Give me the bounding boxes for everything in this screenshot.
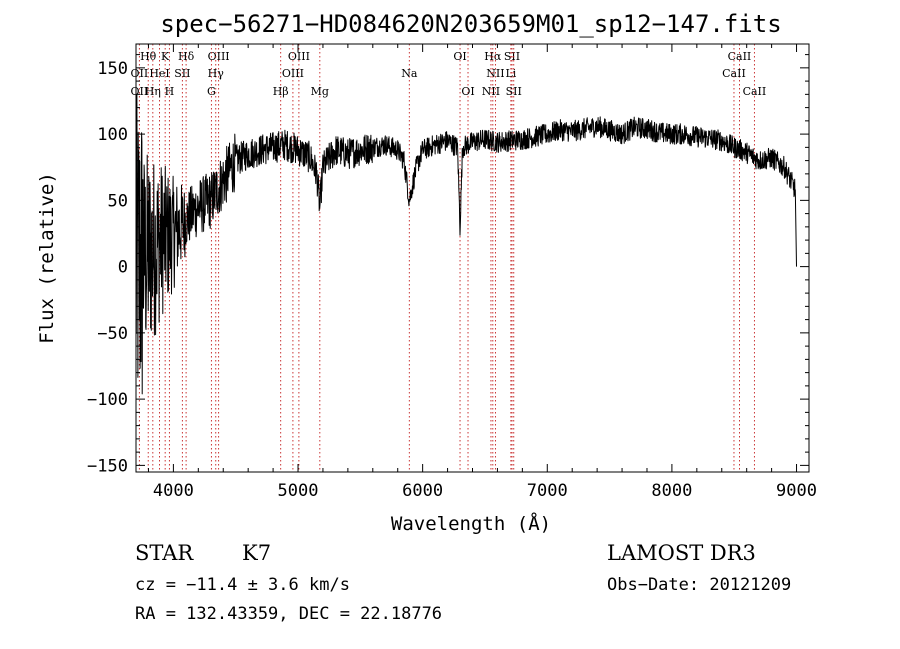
- line-marker-label: NII: [482, 85, 500, 98]
- line-marker-label: Hγ: [208, 67, 225, 80]
- line-marker-label: OIII: [288, 50, 310, 63]
- x-tick-label: 9000: [776, 481, 817, 501]
- y-tick-label: −150: [87, 456, 128, 476]
- info-footer: STAR K7 cz = −11.4 ± 3.6 km/s RA = 132.4…: [135, 541, 791, 624]
- object-class: STAR: [135, 541, 194, 565]
- survey-name: LAMOST DR3: [607, 541, 756, 565]
- line-marker-label: OII: [131, 67, 149, 80]
- line-marker-label: Li: [505, 67, 516, 80]
- y-tick-label: 150: [97, 59, 128, 79]
- plot-frame: [135, 43, 810, 473]
- y-tick-label: −100: [87, 390, 128, 410]
- object-subclass: K7: [242, 541, 271, 565]
- x-tick-label: 8000: [651, 481, 692, 501]
- line-marker-label: CaII: [722, 67, 746, 80]
- line-marker-label: OI: [453, 50, 466, 63]
- line-marker-label: G: [207, 85, 216, 98]
- x-axis-label: Wavelength (Å): [391, 512, 551, 535]
- y-tick-label: −50: [97, 324, 128, 344]
- redshift-text: cz = −11.4 ± 3.6 km/s: [135, 575, 350, 595]
- line-marker-label: SII: [506, 85, 522, 98]
- line-marker-label: Hα: [484, 50, 502, 63]
- x-tick-label: 5000: [278, 481, 319, 501]
- line-marker-label: H: [165, 85, 175, 98]
- y-tick-label: 50: [108, 191, 128, 211]
- x-tick-label: 6000: [402, 481, 443, 501]
- line-marker-label: Mg: [311, 85, 329, 98]
- line-marker-label: OII: [131, 85, 149, 98]
- line-marker-label: K: [161, 50, 170, 63]
- line-marker-label: SII: [174, 67, 190, 80]
- line-marker-label: Hη: [145, 85, 161, 98]
- spectrum-layer: [135, 94, 797, 395]
- line-marker-label: CaII: [728, 50, 752, 63]
- line-marker-label: SII: [504, 50, 520, 63]
- line-marker-label: Hβ: [273, 85, 289, 98]
- y-axis-label: Flux (relative): [36, 172, 58, 344]
- y-tick-label: 100: [97, 125, 128, 145]
- line-marker-label: Hδ: [178, 50, 195, 63]
- line-marker-label: OI: [461, 85, 474, 98]
- x-axis: 4000 5000 6000 7000 8000 9000: [147, 44, 817, 501]
- x-tick-label: 7000: [527, 481, 568, 501]
- line-marker-label: HeI: [149, 67, 169, 80]
- line-marker-label: OIII: [208, 50, 230, 63]
- x-tick-label: 4000: [153, 481, 194, 501]
- coordinates-text: RA = 132.43359, DEC = 22.18776: [135, 604, 442, 624]
- chart-title: spec−56271−HD084620N203659M01_sp12−147.f…: [160, 10, 781, 38]
- line-marker-label: CaII: [743, 85, 767, 98]
- y-tick-label: 0: [118, 258, 128, 278]
- line-marker-label: Na: [401, 67, 418, 80]
- spectrum-series-line: [135, 94, 797, 395]
- line-marker-label: Hθ: [140, 50, 157, 63]
- y-axis: −150 −100 −50 0 50 100 150: [87, 54, 809, 476]
- line-marker-label: NII: [486, 67, 504, 80]
- obs-date: Obs−Date: 20121209: [607, 575, 791, 595]
- line-marker-label: OIII: [282, 67, 304, 80]
